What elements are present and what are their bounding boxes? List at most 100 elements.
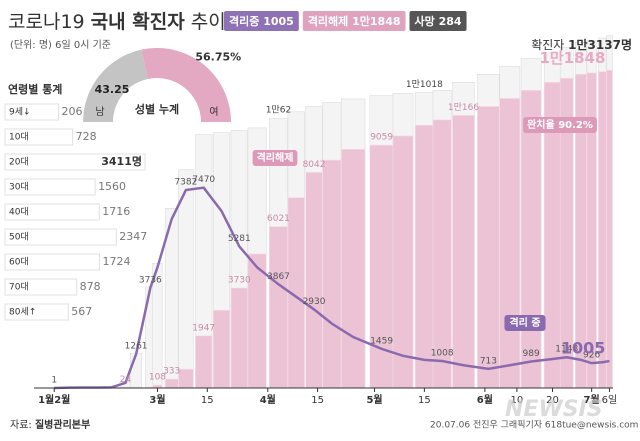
value-label: 1만166	[448, 102, 479, 113]
age-bar	[4, 178, 96, 196]
credit: 20.07.06 전진우 그래픽기자 618tue@newsis.com	[430, 420, 638, 431]
x-tick-label: 10	[511, 395, 524, 406]
gender-name: 여	[209, 106, 218, 118]
bar	[212, 309, 231, 389]
age-bar	[4, 253, 100, 271]
title-bold: 국내 확진자	[91, 10, 186, 33]
badge	[224, 11, 299, 31]
badge	[302, 11, 406, 31]
value-label: 1261	[125, 342, 148, 352]
annotation-box	[523, 117, 597, 133]
bar	[452, 115, 475, 389]
bar	[230, 287, 248, 389]
age-label: 9세↓	[9, 107, 31, 118]
line	[54, 186, 610, 390]
age-value: 3411명	[101, 154, 142, 168]
gender-title: 성별 누계	[135, 102, 179, 116]
age-bar	[4, 278, 78, 296]
bar	[499, 98, 521, 389]
annotation: 완치율 90.2%	[527, 118, 593, 131]
age-label: 40대	[9, 207, 29, 218]
gender-value: 43.25	[95, 83, 130, 96]
age-label: 50대	[9, 232, 29, 243]
age-value: 567	[71, 305, 92, 318]
source-name: 질병관리본부	[35, 418, 90, 431]
value-label: 6021	[267, 214, 290, 224]
bar	[322, 159, 342, 389]
age-value: 2347	[119, 230, 147, 243]
age-value: 1716	[102, 205, 130, 218]
age-value: 1560	[98, 180, 126, 193]
source: 자료: 질병관리본부	[10, 418, 90, 431]
value-label: 3730	[228, 275, 251, 285]
value-label: 1005	[561, 339, 606, 358]
unit-note: (단위: 명) 6일 0시 기준	[10, 38, 111, 51]
x-tick-label: 7월	[584, 394, 600, 406]
value-label: 24	[120, 375, 132, 385]
bar	[392, 135, 414, 389]
x-tick-label: 4월	[260, 394, 276, 406]
gender-slice	[141, 47, 231, 122]
bar	[130, 352, 143, 389]
x-tick-label: 6일	[602, 394, 618, 406]
gender-widget: 43.25 남 56.75% 여 성별 누계	[83, 47, 241, 122]
badge-text: 격리중 1005	[229, 14, 294, 28]
age-bar	[4, 103, 60, 121]
value-label: 8042	[303, 160, 326, 170]
value-label: 3736	[139, 275, 162, 285]
age-value: 878	[80, 280, 101, 293]
gender-value: 56.75%	[195, 51, 241, 64]
badge	[409, 11, 467, 31]
value-label: 1만1848	[539, 49, 605, 67]
total-label: 확진자	[531, 38, 564, 52]
value-label: 7470	[192, 175, 215, 185]
bar	[164, 378, 179, 389]
value-label: 1	[51, 375, 57, 385]
bar	[268, 226, 288, 389]
x-tick-label: 15	[311, 395, 324, 406]
bar	[477, 106, 500, 389]
value-label: 713	[480, 356, 497, 366]
x-tick-label: 3월	[149, 394, 165, 406]
annotation-box	[252, 150, 298, 166]
age-title: 연령별 통계	[8, 82, 62, 96]
gender-slice	[83, 49, 148, 122]
bar	[178, 368, 194, 389]
age-label: 20대	[9, 157, 29, 168]
x-tick-label: 1월2월	[38, 394, 70, 406]
value-label: 926	[583, 351, 600, 361]
age-label: 30대	[9, 182, 29, 193]
age-bar	[4, 228, 117, 246]
bar	[341, 149, 366, 389]
age-bar	[4, 303, 69, 321]
line-legend-box	[504, 315, 546, 331]
age-bar	[4, 153, 146, 171]
value-label: 1459	[370, 336, 393, 346]
value-label: 3867	[267, 272, 290, 282]
age-value: 1724	[102, 255, 130, 268]
x-tick-label: 15	[418, 395, 431, 406]
line-legend: 격리 중	[509, 316, 540, 329]
bar	[305, 172, 323, 389]
value-label: 1008	[431, 348, 454, 358]
age-bar	[4, 203, 100, 221]
bar	[520, 90, 542, 389]
value-label: 5281	[228, 234, 251, 244]
x-tick-label: 20	[546, 395, 559, 406]
value-label: 108	[149, 373, 166, 383]
title-end: 추이	[191, 11, 226, 33]
age-label: 60대	[9, 257, 29, 268]
age-stats: 연령별 통계 9세↓ 206 10대 728 20대 3411명 30대 1560 40대 1716…	[4, 82, 147, 321]
value-label: 1만1018	[406, 79, 443, 90]
age-bar	[4, 128, 74, 146]
title: 코로나19 국내 확진자 추이	[8, 10, 226, 33]
value-label: 333	[163, 367, 180, 377]
total-value: 1만3137명	[568, 37, 632, 52]
age-value: 728	[76, 130, 97, 143]
age-label: 80세↑	[9, 307, 36, 318]
age-label: 70대	[9, 282, 29, 293]
annotation: 격리해제	[257, 151, 294, 164]
value-label: 1만62	[266, 105, 291, 116]
source-label: 자료:	[10, 419, 32, 431]
